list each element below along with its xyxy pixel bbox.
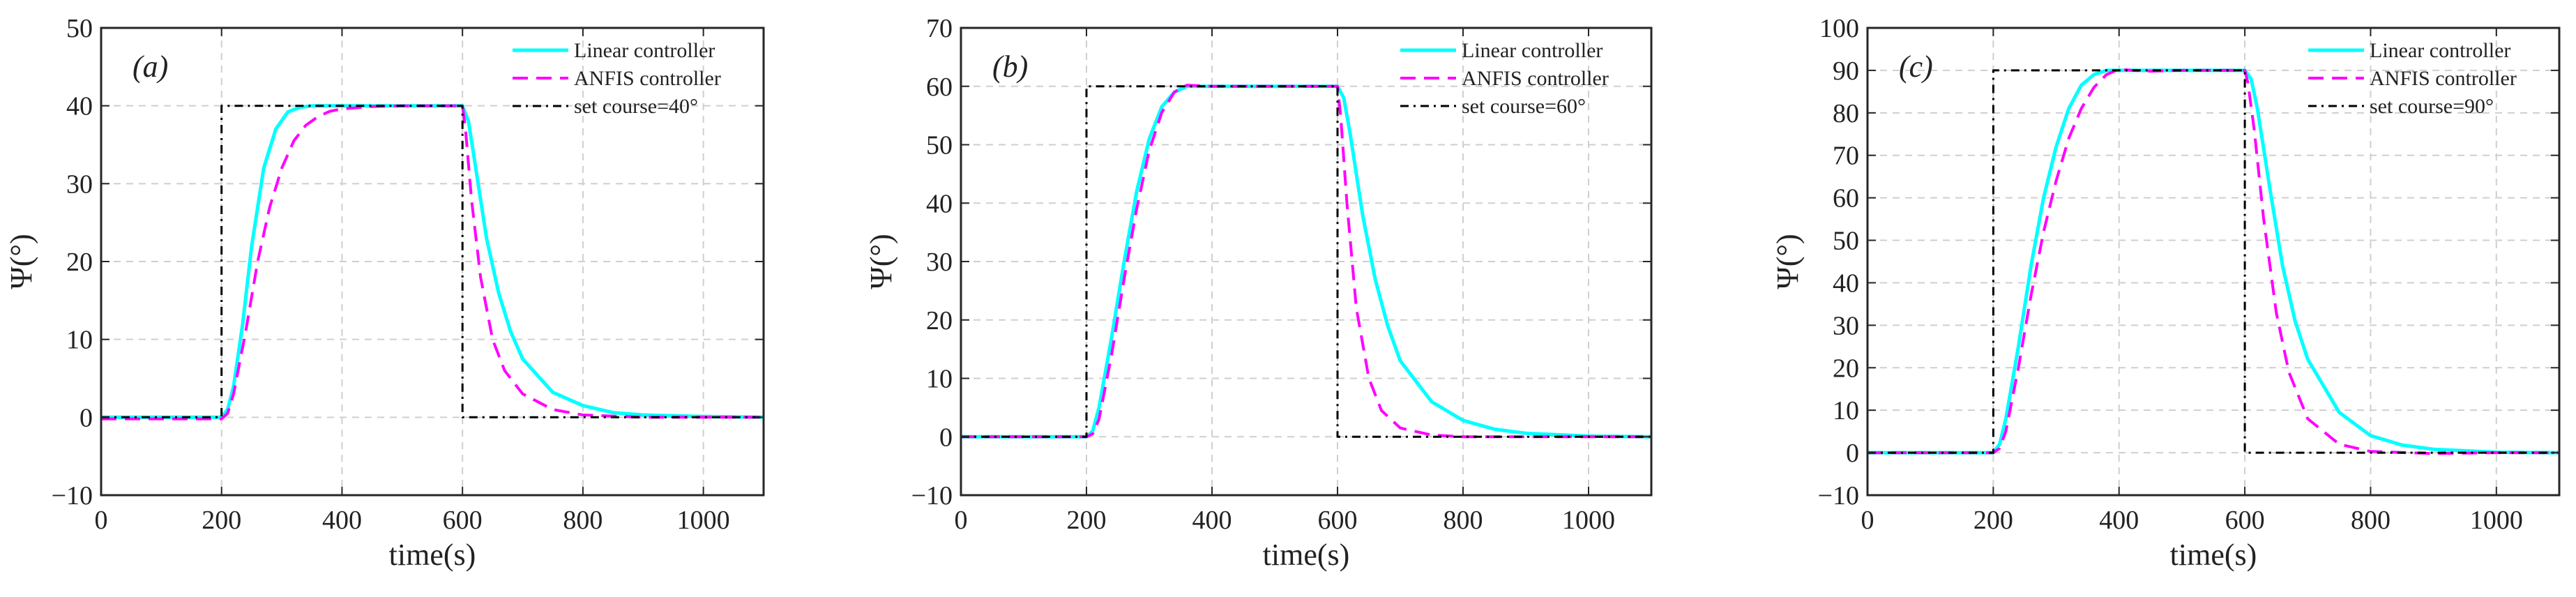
x-tick-label: 0: [1861, 506, 1874, 535]
x-tick-label: 400: [1192, 506, 1232, 535]
y-tick-label: 60: [926, 73, 953, 102]
y-tick-label: 0: [939, 423, 953, 452]
x-tick-label: 200: [202, 506, 241, 535]
x-axis-label: time(s): [389, 538, 476, 572]
series-line-linear-controller: [1867, 68, 2560, 455]
x-tick-label: 0: [955, 506, 968, 535]
y-tick-label: 0: [79, 403, 93, 432]
y-tick-label: 20: [1833, 354, 1859, 383]
y-tick-label: 30: [1833, 311, 1859, 340]
legend-label-set-course: set course=90°: [2370, 95, 2494, 118]
y-tick-label: −10: [1818, 481, 1859, 511]
y-tick-label: 50: [66, 14, 93, 43]
x-tick-label: 600: [443, 506, 483, 535]
axes-box: [1866, 27, 2561, 497]
y-tick-label: 10: [926, 365, 953, 394]
y-tick-label: 70: [926, 14, 953, 43]
y-tick-label: 40: [66, 92, 93, 121]
series-line-set-course: [1867, 69, 2559, 454]
panel-label-a: (a): [132, 50, 168, 84]
y-tick-label: 10: [1833, 396, 1859, 425]
panel-label-b: (b): [992, 50, 1028, 84]
panel-label-c: (c): [1899, 50, 1933, 84]
legend-label-anfis-controller: ANFIS controller: [1462, 67, 1609, 90]
x-tick-label: 600: [1318, 506, 1358, 535]
y-tick-label: 0: [1846, 439, 1859, 468]
x-tick-label: 200: [1973, 506, 2013, 535]
y-tick-label: 60: [1833, 184, 1859, 213]
y-tick-label: 30: [926, 248, 953, 277]
x-tick-label: 200: [1067, 506, 1107, 535]
y-tick-label: 20: [926, 306, 953, 335]
x-tick-label: 800: [563, 506, 603, 535]
legend-label-linear-controller: Linear controller: [574, 39, 715, 62]
series-line-anfis-controller: [101, 104, 764, 421]
y-tick-label: 40: [1833, 269, 1859, 298]
y-axis-label: Ψ(°): [4, 234, 38, 289]
series-line-set-course: [101, 105, 764, 418]
x-axis-label: time(s): [1263, 538, 1350, 572]
x-tick-label: 600: [2225, 506, 2265, 535]
legend-label-anfis-controller: ANFIS controller: [2370, 67, 2517, 90]
x-tick-label: 0: [95, 506, 108, 535]
y-tick-label: 90: [1833, 56, 1859, 86]
y-tick-label: 50: [1833, 227, 1859, 256]
x-tick-label: 1000: [677, 506, 730, 535]
x-tick-label: 400: [2099, 506, 2139, 535]
y-tick-label: −10: [911, 481, 953, 511]
chart-panel-b: 0 200 400 600 800 1000−10010203040506070time(…: [864, 14, 1653, 572]
x-axis-label: time(s): [2170, 538, 2257, 572]
x-tick-label: 1000: [1562, 506, 1615, 535]
x-tick-label: 800: [2351, 506, 2391, 535]
chart-panel-c: 0 200 400 600 800 1000−1001020304050607080901…: [1771, 14, 2561, 572]
y-tick-label: 50: [926, 131, 953, 160]
series-line-anfis-controller: [1867, 68, 2559, 455]
legend-label-linear-controller: Linear controller: [1462, 39, 1603, 62]
legend-label-linear-controller: Linear controller: [2370, 39, 2510, 62]
y-axis-label: Ψ(°): [1771, 234, 1805, 289]
chart-panel-a: 0 200 400 600 800 1000−1001020304050time(s)Ψ(…: [4, 14, 765, 572]
y-tick-label: 100: [1819, 14, 1859, 43]
y-tick-label: 10: [66, 326, 93, 355]
series-line-set-course: [961, 85, 1651, 438]
y-tick-label: 70: [1833, 142, 1859, 171]
y-tick-label: 80: [1833, 99, 1859, 128]
y-axis-label: Ψ(°): [864, 234, 898, 289]
y-tick-label: 30: [66, 169, 93, 199]
x-tick-label: 400: [322, 506, 362, 535]
legend-label-anfis-controller: ANFIS controller: [574, 67, 721, 90]
legend-label-set-course: set course=60°: [1462, 95, 1586, 118]
legend-label-set-course: set course=40°: [574, 95, 698, 118]
x-tick-label: 1000: [2470, 506, 2523, 535]
x-tick-label: 800: [1444, 506, 1483, 535]
y-tick-label: −10: [52, 481, 93, 511]
y-tick-label: 20: [66, 248, 93, 277]
y-tick-label: 40: [926, 189, 953, 218]
